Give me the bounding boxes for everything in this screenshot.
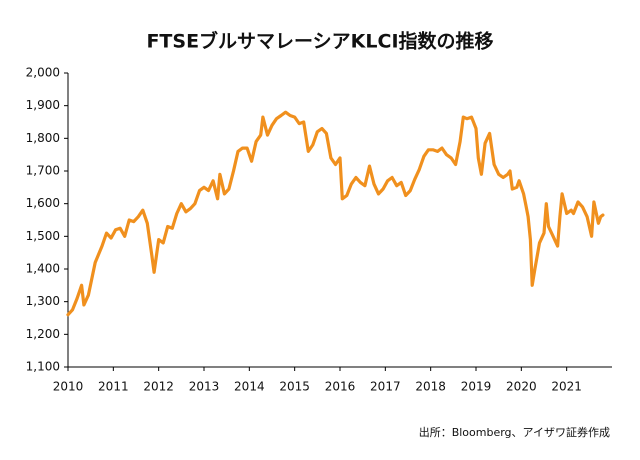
line-series bbox=[66, 110, 605, 317]
y-tick-label: 1,100 bbox=[26, 360, 60, 374]
chart-title: FTSEブルサマレーシアKLCI指数の推移 bbox=[146, 30, 493, 53]
y-tick-label: 1,500 bbox=[26, 229, 60, 243]
y-tick-label: 2,000 bbox=[26, 66, 60, 80]
x-tick-label: 2012 bbox=[143, 380, 174, 394]
y-tick-label: 1,200 bbox=[26, 327, 60, 341]
x-tick-label: 2015 bbox=[279, 380, 310, 394]
x-tick-label: 2018 bbox=[415, 380, 446, 394]
x-tick-label: 2019 bbox=[461, 380, 492, 394]
y-tick-label: 1,400 bbox=[26, 262, 60, 276]
x-tick-label: 2013 bbox=[189, 380, 220, 394]
y-tick-label: 1,800 bbox=[26, 131, 60, 145]
x-tick-label: 2020 bbox=[506, 380, 537, 394]
y-tick-label: 1,300 bbox=[26, 294, 60, 308]
x-tick-label: 2021 bbox=[551, 380, 582, 394]
x-tick-label: 2016 bbox=[325, 380, 356, 394]
y-tick-label: 1,600 bbox=[26, 196, 60, 210]
x-tick-label: 2014 bbox=[234, 380, 265, 394]
x-tick-label: 2011 bbox=[98, 380, 129, 394]
x-tick-label: 2017 bbox=[370, 380, 401, 394]
x-tick-label: 2010 bbox=[53, 380, 84, 394]
source-note: 出所：Bloomberg、アイザワ証券作成 bbox=[419, 425, 610, 439]
y-tick-label: 1,900 bbox=[26, 98, 60, 112]
y-tick-label: 1,700 bbox=[26, 164, 60, 178]
